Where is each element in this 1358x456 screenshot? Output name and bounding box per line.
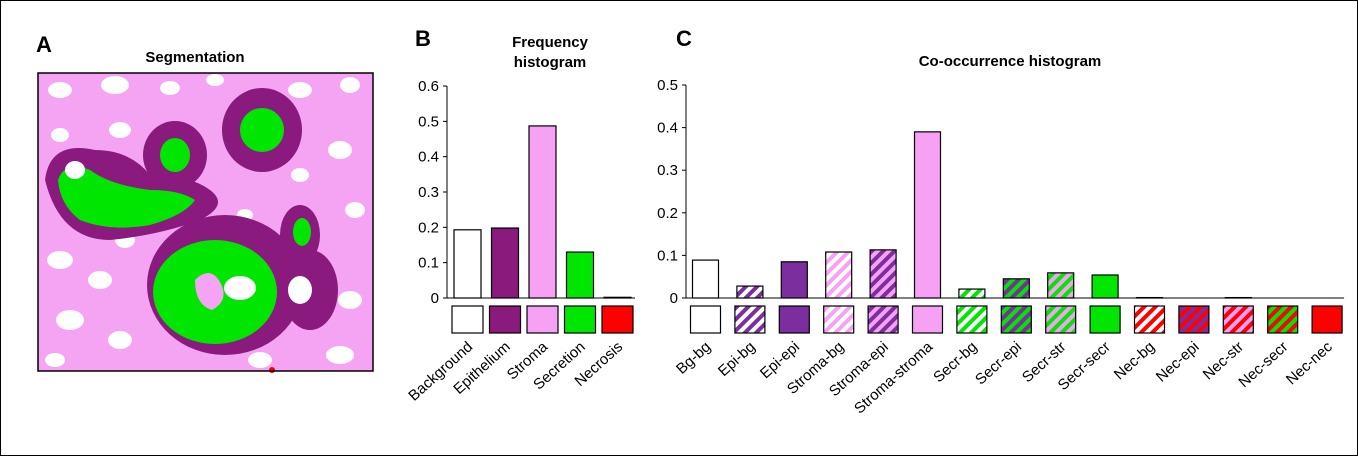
segmentation-image [38, 73, 373, 373]
y-tick-label: 0.2 [418, 219, 439, 236]
legend-swatch [1135, 306, 1165, 333]
legend-swatch [1179, 306, 1209, 333]
bar [604, 297, 631, 298]
bar [959, 289, 985, 298]
legend-swatch [527, 306, 558, 333]
bar [915, 132, 941, 298]
panel-label: B [415, 26, 431, 51]
y-tick-label: 0.1 [657, 247, 678, 264]
y-tick-label: 0.4 [418, 149, 439, 166]
bar [492, 228, 519, 298]
bar [1003, 279, 1029, 298]
legend-swatch [1090, 306, 1120, 333]
legend-swatch [824, 306, 854, 333]
chart-title: Frequency histogram [490, 33, 610, 73]
legend-swatch [779, 306, 809, 333]
legend-swatch [913, 306, 943, 333]
legend-swatch [735, 306, 765, 333]
legend-swatch [1001, 306, 1031, 333]
legend-swatch [602, 306, 633, 333]
bar [693, 260, 719, 298]
bar [826, 252, 852, 298]
legend-swatch [452, 306, 483, 333]
legend-swatch [565, 306, 596, 333]
y-tick-label: 0.3 [657, 162, 678, 179]
y-tick-label: 0.5 [657, 77, 678, 94]
y-tick-label: 0.6 [418, 78, 439, 95]
panel-title: Segmentation [145, 49, 244, 66]
legend-swatch [868, 306, 898, 333]
panel-label: C [676, 26, 692, 51]
bar [567, 252, 594, 298]
y-tick-label: 0.2 [657, 205, 678, 222]
legend-swatch [490, 306, 521, 333]
legend-swatch [1268, 306, 1298, 333]
y-tick-label: 0 [670, 290, 678, 307]
y-tick-label: 0.5 [418, 113, 439, 130]
bar [870, 250, 896, 298]
legend-swatch [1312, 306, 1342, 333]
y-tick-label: 0.4 [657, 120, 678, 137]
chart-title: Co-occurrence histogram [919, 53, 1102, 70]
bar [1092, 275, 1118, 298]
bar [737, 286, 763, 298]
legend-swatch [691, 306, 721, 333]
bar [781, 262, 807, 298]
legend-swatch [1223, 306, 1253, 333]
bar [454, 230, 481, 298]
legend-swatch [957, 306, 987, 333]
panel-label: A [36, 32, 52, 57]
y-tick-label: 0.1 [418, 255, 439, 272]
y-tick-label: 0.3 [418, 184, 439, 201]
legend-swatch [1046, 306, 1076, 333]
bar [1048, 273, 1074, 298]
bar [529, 126, 556, 298]
y-tick-label: 0 [431, 290, 439, 307]
